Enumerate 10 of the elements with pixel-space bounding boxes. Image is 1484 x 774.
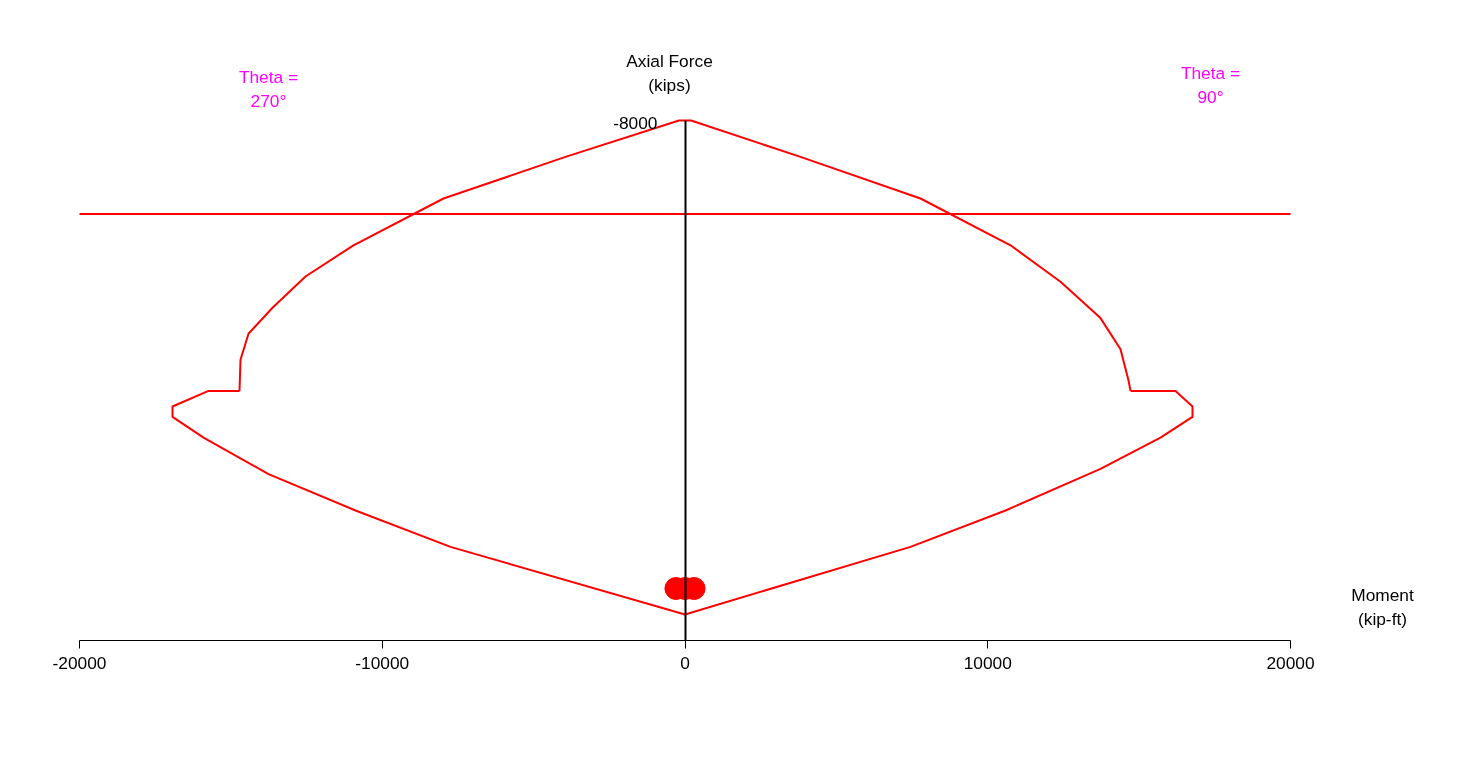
y-axis-title: Axial Force (kips) bbox=[626, 50, 713, 95]
x-tick-label: 20000 bbox=[1266, 652, 1315, 673]
x-tick-label: -10000 bbox=[355, 652, 410, 673]
text: Theta = 90° bbox=[1180, 62, 1241, 107]
annotation: -8000 bbox=[613, 112, 658, 133]
x-axis-title: Moment (kip-ft) bbox=[1351, 584, 1414, 629]
x-tick-label: -20000 bbox=[52, 652, 107, 673]
x-tick-label: 10000 bbox=[963, 652, 1012, 673]
text: Theta = 270° bbox=[238, 66, 299, 111]
x-tick-label: 0 bbox=[680, 652, 690, 673]
